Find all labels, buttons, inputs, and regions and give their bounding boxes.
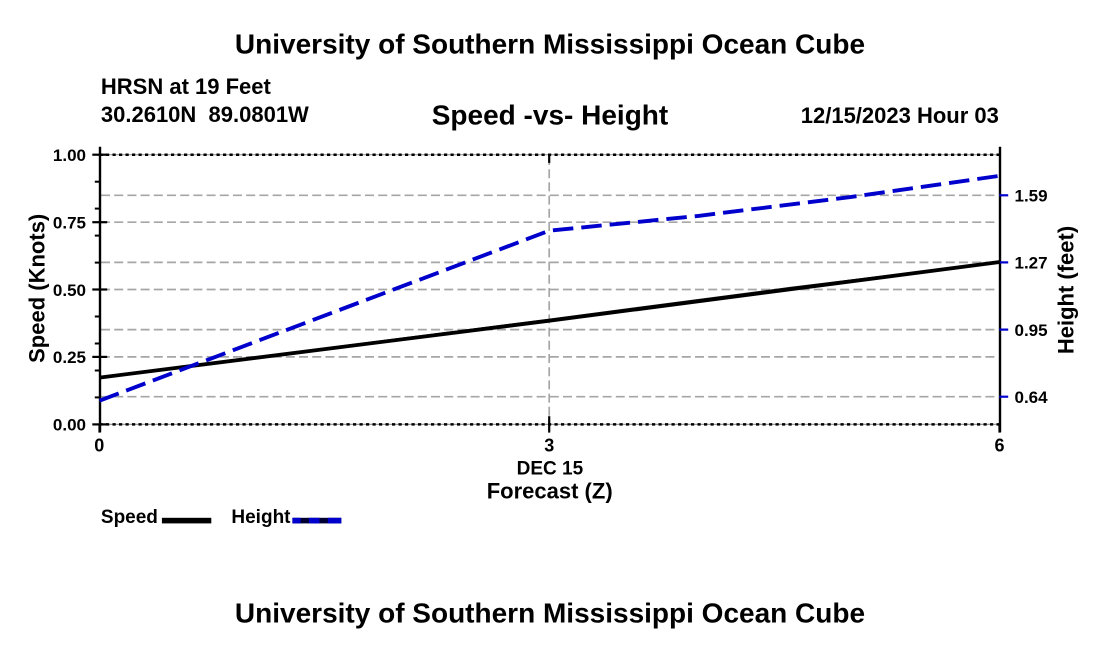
svg-text:Speed -vs- Height: Speed -vs- Height [432,100,668,131]
svg-text:1.27: 1.27 [1015,254,1048,273]
svg-text:University of Southern Mississ: University of Southern Mississippi Ocean… [235,598,865,629]
svg-text:DEC 15: DEC 15 [517,459,584,480]
svg-text:0.00: 0.00 [53,416,86,435]
svg-text:0.64: 0.64 [1015,388,1049,407]
svg-text:Speed: Speed [101,507,158,528]
svg-text:Height (feet): Height (feet) [1054,226,1079,354]
svg-text:30.2610N 89.0801W: 30.2610N 89.0801W [101,102,309,127]
svg-text:University of Southern Mississ: University of Southern Mississippi Ocean… [235,29,865,60]
svg-text:Height: Height [231,507,291,528]
svg-text:3: 3 [544,436,554,456]
svg-text:6: 6 [994,436,1004,456]
svg-text:0: 0 [94,436,104,456]
svg-text:12/15/2023 Hour 03: 12/15/2023 Hour 03 [801,103,999,128]
svg-text:0.50: 0.50 [53,281,86,300]
svg-text:1.00: 1.00 [53,146,86,165]
svg-text:1.59: 1.59 [1015,187,1048,206]
svg-text:Forecast (Z): Forecast (Z) [487,478,613,503]
svg-text:Speed (Knots): Speed (Knots) [25,214,50,363]
svg-text:HRSN at 19 Feet: HRSN at 19 Feet [101,74,272,99]
svg-text:0.75: 0.75 [53,214,86,233]
svg-text:0.95: 0.95 [1015,321,1048,340]
svg-text:0.25: 0.25 [53,348,86,367]
